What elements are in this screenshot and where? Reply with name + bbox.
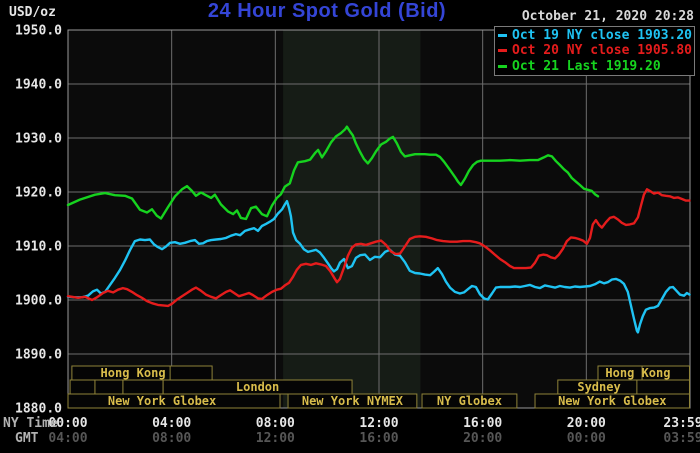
y-axis-unit-label: USD/oz (9, 5, 56, 20)
x-tick-label-gmt: 08:00 (152, 431, 191, 446)
y-tick-label: 1890.0 (15, 348, 62, 363)
x-tick-label-ny: 08:00 (256, 416, 295, 431)
gmt-axis-caption: GMT (15, 431, 39, 446)
session-box (67, 393, 281, 409)
legend-item-oct-20: Oct 20 NY close 1905.80 (498, 43, 694, 58)
session-box (122, 379, 164, 395)
y-tick-label: 1930.0 (15, 132, 62, 147)
x-tick-label-gmt: 00:00 (567, 431, 606, 446)
y-tick-label: 1940.0 (15, 78, 62, 93)
price-line (66, 125, 600, 221)
x-tick-label-ny: 23:59 (663, 416, 700, 431)
legend-dash-icon (498, 64, 507, 68)
session-label: New York Globex (558, 394, 666, 408)
session-box (287, 393, 418, 409)
x-tick-label-gmt: 04:00 (48, 431, 87, 446)
x-tick-label-ny: 12:00 (359, 416, 398, 431)
legend-dash-icon (498, 49, 507, 53)
session-box (534, 393, 690, 409)
page-title: 24 Hour Spot Gold (Bid) (207, 0, 447, 22)
x-tick-label-ny: 00:00 (48, 416, 87, 431)
y-tick-label: 1920.0 (15, 186, 62, 201)
ny-time-axis-caption: NY Time (3, 416, 58, 431)
nymex-session-band (283, 30, 421, 408)
session-label: London (236, 380, 279, 394)
x-tick-label-ny: 20:00 (567, 416, 606, 431)
session-label: Hong Kong (101, 366, 166, 380)
x-tick-label-ny: 16:00 (463, 416, 502, 431)
x-tick-label-gmt: 20:00 (463, 431, 502, 446)
legend-label: Oct 19 NY close 1903.20 (512, 28, 693, 44)
session-label: Hong Kong (605, 366, 670, 380)
legend-item-oct-21: Oct 21 Last 1919.20 (498, 59, 694, 74)
session-label: Sydney (577, 380, 620, 394)
session-box (421, 393, 518, 409)
legend-label: Oct 20 NY close 1905.80 (512, 43, 693, 59)
session-box (69, 379, 96, 395)
chart-legend: Oct 19 NY close 1903.20 Oct 20 NY close 1… (494, 26, 695, 76)
x-tick-label-gmt: 03:59 (663, 431, 700, 446)
session-box (94, 379, 124, 395)
price-line (66, 188, 691, 308)
x-tick-label-gmt: 16:00 (359, 431, 398, 446)
y-tick-label: 1880.0 (15, 402, 62, 417)
legend-item-oct-19: Oct 19 NY close 1903.20 (498, 28, 694, 43)
session-label: NY Globex (437, 394, 502, 408)
session-label: New York Globex (108, 394, 216, 408)
x-tick-label-gmt: 12:00 (256, 431, 295, 446)
price-line (66, 199, 691, 334)
x-tick-label-ny: 04:00 (152, 416, 191, 431)
session-label: New York NYMEX (302, 394, 404, 408)
y-tick-label: 1910.0 (15, 240, 62, 255)
legend-dash-icon (498, 34, 507, 38)
y-tick-label: 1950.0 (15, 24, 62, 39)
chart-datetime: October 21, 2020 20:28 (521, 9, 694, 24)
y-tick-label: 1900.0 (15, 294, 62, 309)
legend-label: Oct 21 Last 1919.20 (512, 58, 661, 74)
